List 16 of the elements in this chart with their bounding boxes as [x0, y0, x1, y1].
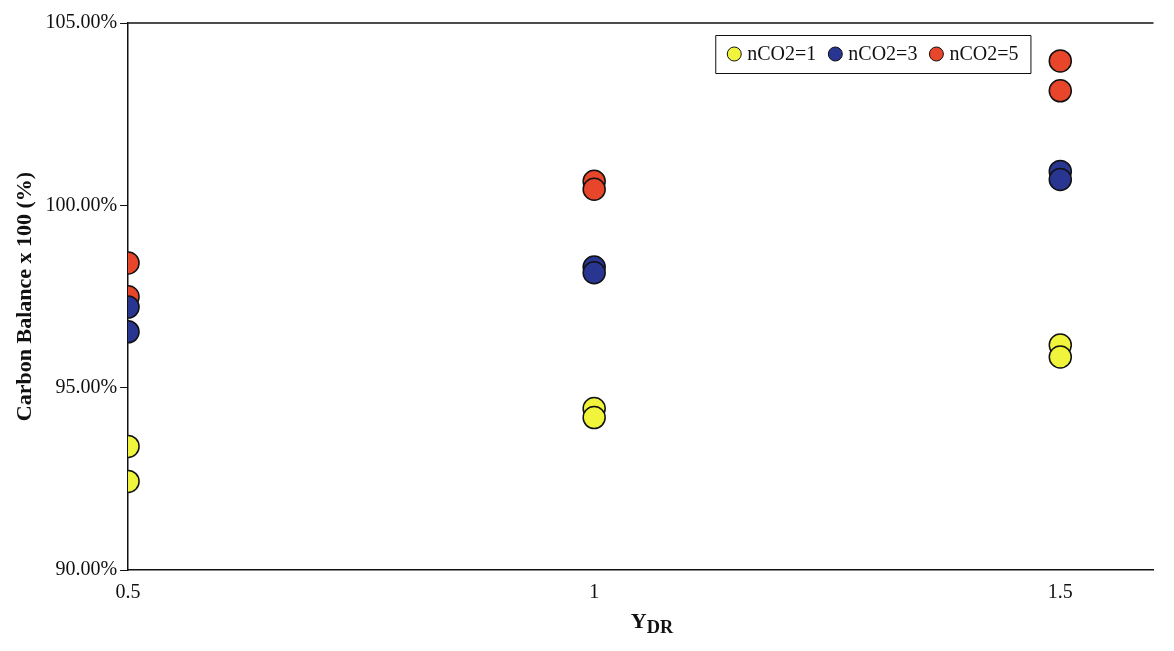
point [1048, 167, 1073, 192]
x-tick-label: 1.5 [1047, 580, 1073, 603]
point [1048, 345, 1073, 369]
x-tick-label: 0.5 [115, 580, 141, 603]
y-tick-label: 95.00% [55, 374, 118, 397]
x-axis-title: Y$_{DR}$ [629, 608, 675, 639]
y-tick-label: 100.00% [45, 192, 118, 215]
y-tick-label: 90.00% [55, 557, 118, 580]
legend-label: nCO2=5 [949, 42, 1019, 65]
point [1048, 49, 1073, 73]
y-axis-title: Carbon Balance x 100 (%) [10, 171, 36, 422]
point [1048, 79, 1073, 103]
y-tick-label: 105.00% [45, 10, 118, 33]
x-tick-label: 1 [589, 580, 600, 603]
legend-label: nCO2=3 [848, 42, 918, 65]
legend-label: nCO2=1 [747, 42, 817, 65]
